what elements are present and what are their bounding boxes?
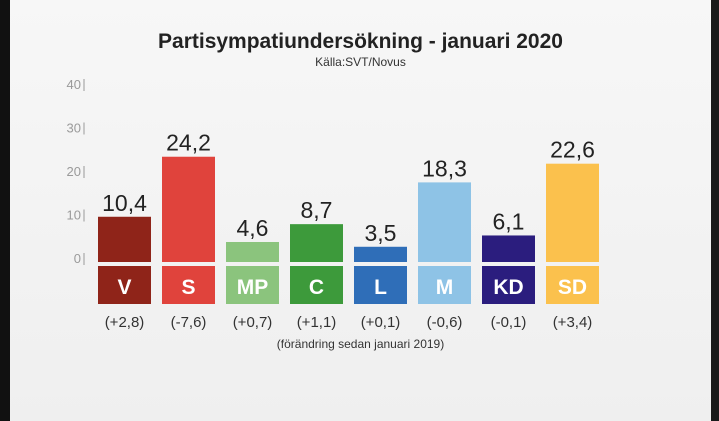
value-label-c: 8,7 — [301, 197, 333, 223]
change-label-v: (+2,8) — [105, 314, 145, 331]
bar-m — [418, 182, 471, 262]
value-label-s: 24,2 — [166, 130, 211, 156]
bar-kd — [482, 235, 535, 262]
change-label-m: (-0,6) — [427, 314, 463, 331]
bar-v — [98, 216, 151, 262]
chart-canvas: Partisympatiundersökning - januari 2020 … — [10, 0, 711, 421]
chart-title: Partisympatiundersökning - januari 2020 — [158, 30, 563, 53]
party-label-mp: MP — [237, 276, 269, 299]
party-label-box-l — [354, 266, 407, 304]
party-label-kd: KD — [493, 276, 523, 299]
party-label-sd: SD — [558, 276, 587, 299]
bar-sd — [546, 163, 599, 262]
party-label-m: M — [436, 276, 454, 299]
value-label-sd: 22,6 — [550, 137, 595, 163]
y-tick-label: 10 — [67, 208, 81, 223]
bar-c — [290, 224, 343, 262]
y-tick-label: 40 — [67, 77, 81, 92]
change-label-mp: (+0,7) — [233, 314, 273, 331]
party-label-box-mp — [226, 266, 279, 304]
chart-footnote: (förändring sedan januari 2019) — [276, 337, 445, 351]
change-label-sd: (+3,4) — [553, 314, 593, 331]
party-label-s: S — [181, 276, 195, 299]
bar-l — [354, 246, 407, 262]
value-label-mp: 4,6 — [237, 215, 269, 241]
change-label-l: (+0,1) — [361, 314, 401, 331]
left-frame — [0, 0, 10, 421]
value-label-m: 18,3 — [422, 155, 467, 181]
right-frame — [711, 0, 719, 421]
change-label-kd: (-0,1) — [491, 314, 527, 331]
party-label-v: V — [117, 276, 131, 299]
chart-subtitle: Källa:SVT/Novus — [315, 55, 406, 69]
value-label-l: 3,5 — [365, 220, 397, 246]
party-label-l: L — [374, 276, 387, 299]
y-tick-label: 30 — [67, 121, 81, 136]
party-label-box-kd — [482, 266, 535, 304]
change-label-c: (+1,1) — [297, 314, 337, 331]
party-label-box-m — [418, 266, 471, 304]
value-label-v: 10,4 — [102, 190, 147, 216]
bar-s — [162, 156, 215, 262]
party-label-box-s — [162, 266, 215, 304]
y-tick-label: 0 — [74, 251, 81, 266]
party-label-box-v — [98, 266, 151, 304]
party-label-c: C — [309, 276, 324, 299]
change-label-s: (-7,6) — [171, 314, 207, 331]
party-label-box-c — [290, 266, 343, 304]
party-label-box-sd — [546, 266, 599, 304]
y-tick-label: 20 — [67, 164, 81, 179]
value-label-kd: 6,1 — [493, 208, 525, 234]
bar-chart: 0 10 20 30 40 10,4 V (+2,8) 24,2 S (-7,6) 4,6 MP (+0,… — [67, 77, 599, 331]
bar-mp — [226, 241, 279, 262]
